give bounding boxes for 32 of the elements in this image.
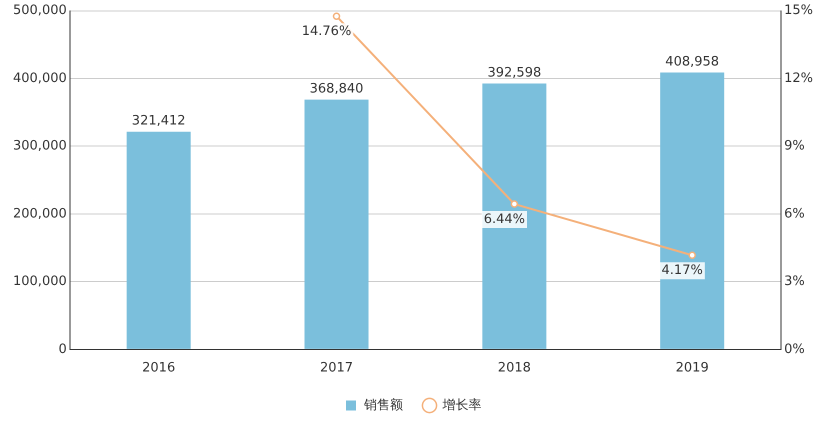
bar [482, 84, 546, 349]
data-label: 392,598 [487, 65, 542, 80]
y2-tick-label: 12% [784, 70, 814, 86]
point [510, 200, 518, 208]
bar [126, 132, 191, 349]
x-tick-label: 2019 [676, 360, 709, 376]
x-tick-label: 2017 [320, 360, 354, 376]
x-tick-label: 2018 [498, 360, 531, 376]
y-tick-label: 300,000 [12, 138, 67, 154]
y-tick-label: 100,000 [12, 274, 67, 290]
data-label: 4.17% [662, 263, 703, 278]
y2-tick-label: 6% [784, 206, 805, 222]
data-label: 14.76% [302, 24, 352, 40]
data-label: 368,840 [310, 81, 364, 96]
bar [304, 100, 369, 349]
y-tick-label: 400,000 [12, 70, 67, 86]
y-tick-label: 500,000 [12, 3, 67, 18]
point [332, 12, 340, 20]
y2-tick-label: 15% [784, 3, 814, 18]
y-tick-label: 0 [58, 342, 67, 357]
x-tick-label: 2016 [142, 360, 176, 376]
y-tick-label: 200,000 [12, 206, 67, 222]
legend-label: 销售额 [363, 398, 403, 413]
point [688, 252, 696, 260]
y2-tick-label: 0% [784, 342, 805, 357]
y2-tick-label: 3% [784, 274, 805, 290]
legend-label: 增长率 [442, 396, 482, 413]
data-label: 408,958 [665, 54, 720, 70]
data-label: 6.44% [484, 212, 526, 227]
y2-tick-label: 9% [784, 138, 805, 154]
data-label: 321,412 [132, 114, 186, 129]
bar [660, 72, 724, 349]
